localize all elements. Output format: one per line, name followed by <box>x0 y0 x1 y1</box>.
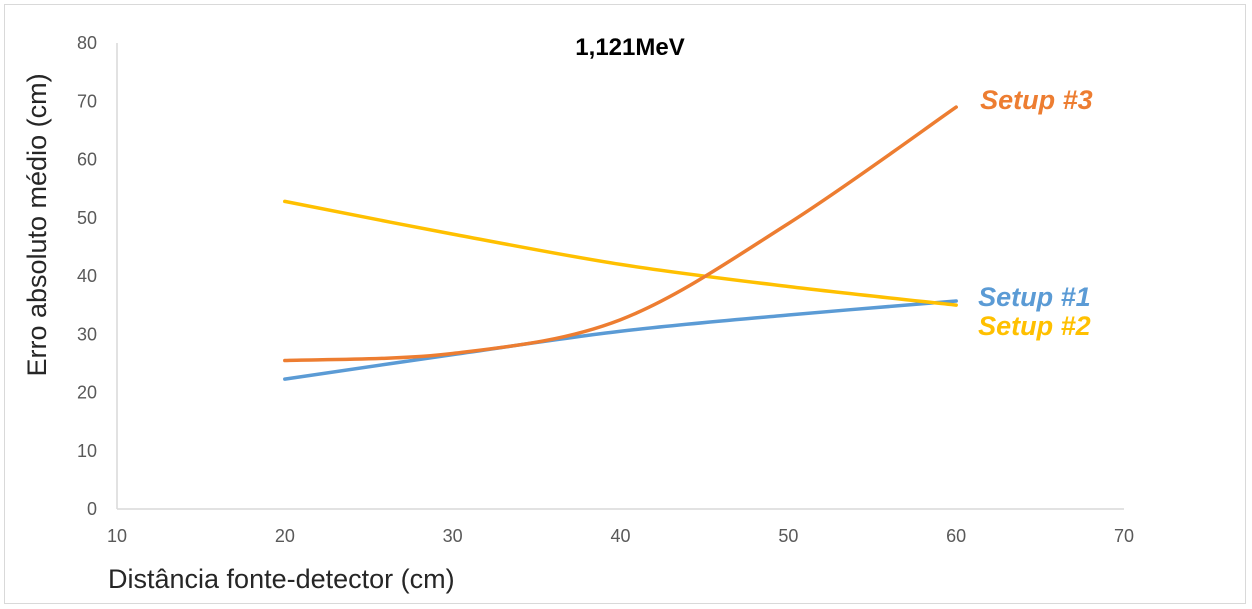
y-tick-labels: 0 10 20 30 40 50 60 70 80 <box>77 33 97 519</box>
x-tick-label: 10 <box>107 526 127 546</box>
series-lines <box>283 105 958 381</box>
x-tick-label: 50 <box>778 526 798 546</box>
series-line-3 <box>283 105 958 363</box>
series-line-2 <box>283 199 958 307</box>
x-axis-title: Distância fonte-detector (cm) <box>108 564 455 594</box>
x-tick-label: 30 <box>443 526 463 546</box>
series-label-3: Setup #3 <box>980 85 1093 115</box>
y-tick-label: 80 <box>77 33 97 53</box>
y-tick-label: 10 <box>77 441 97 461</box>
series-line-1 <box>283 299 958 381</box>
series-label-1: Setup #1 <box>978 282 1091 312</box>
y-axis-title: Erro absoluto médio (cm) <box>22 73 52 376</box>
y-tick-label: 50 <box>77 208 97 228</box>
x-tick-label: 70 <box>1114 526 1134 546</box>
axes <box>116 43 1124 510</box>
chart-frame <box>4 4 1246 604</box>
chart-title: 1,121MeV <box>575 34 684 61</box>
y-tick-label: 60 <box>77 150 97 170</box>
x-tick-labels: 10 20 30 40 50 60 70 <box>107 526 1134 546</box>
y-tick-label: 40 <box>77 266 97 286</box>
y-tick-label: 0 <box>87 499 97 519</box>
y-tick-label: 70 <box>77 91 97 111</box>
x-tick-label: 60 <box>946 526 966 546</box>
x-tick-label: 40 <box>610 526 630 546</box>
y-tick-label: 30 <box>77 324 97 344</box>
x-tick-label: 20 <box>275 526 295 546</box>
y-tick-label: 20 <box>77 383 97 403</box>
series-label-2: Setup #2 <box>978 311 1091 341</box>
